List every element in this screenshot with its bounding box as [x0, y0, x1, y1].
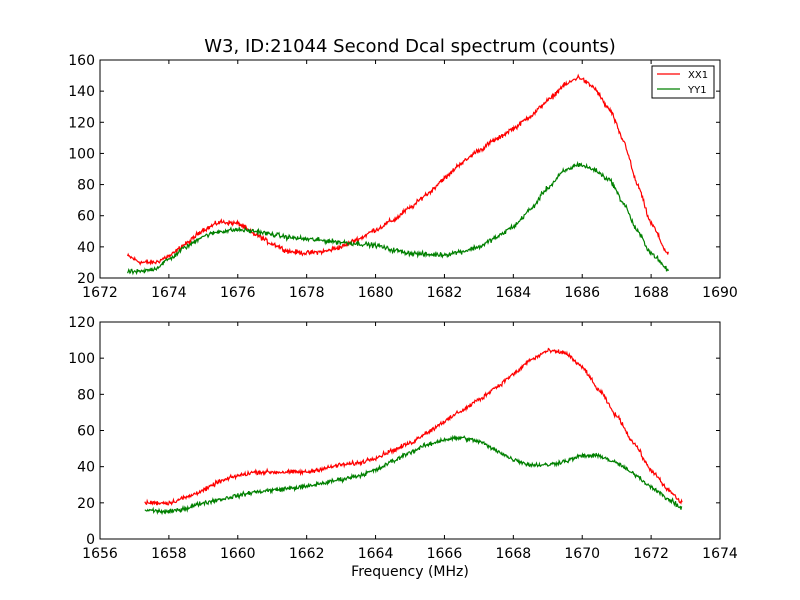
bottom-x-tick-label: 1656: [82, 546, 118, 562]
top-spectrum-plot: 1672 1674 1676 1678 1680 1682 1684 1686 1688 1690…: [68, 53, 738, 301]
x-axis-label: Frequency (MHz): [351, 564, 469, 580]
top-x-tick-label: 1680: [358, 285, 394, 301]
top-x-tick-label: 1678: [289, 285, 325, 301]
bottom-x-tick-label: 1664: [358, 546, 394, 562]
bottom-y-tick-label: 80: [77, 387, 95, 403]
top-y-tick-label: 160: [68, 53, 95, 69]
bottom-series-line-red: [144, 347, 683, 506]
bottom-y-tick-label: 60: [77, 424, 95, 440]
legend-label-yy1: YY1: [687, 85, 707, 96]
bottom-x-tick-label: 1658: [151, 546, 187, 562]
bottom-axis-ticks: 1656 1658 1660 1662 1664 1666 1668 1670 1672 1674…: [68, 315, 738, 562]
top-x-tick-label: 1686: [564, 285, 600, 301]
bottom-x-tick-label: 1672: [633, 546, 669, 562]
bottom-spectrum-plot: 1656 1658 1660 1662 1664 1666 1668 1670 1672 1674…: [68, 315, 738, 562]
chart-title: W3, ID:21044 Second Dcal spectrum (count…: [204, 36, 616, 57]
top-x-tick-label: 1672: [82, 285, 118, 301]
bottom-x-tick-label: 1668: [496, 546, 532, 562]
top-x-tick-label: 1690: [702, 285, 738, 301]
bottom-series-lines: [144, 347, 683, 516]
bottom-y-tick-label: 120: [68, 315, 95, 331]
top-series-lines: [126, 73, 669, 276]
top-series-line-yy1: [127, 160, 669, 276]
legend-box: [651, 65, 715, 99]
top-x-tick-label: 1682: [427, 285, 463, 301]
top-x-tick-label: 1676: [220, 285, 256, 301]
top-series-line-xx1: [126, 73, 669, 266]
legend: XX1 YY1: [651, 65, 715, 99]
top-y-tick-label: 120: [68, 115, 95, 131]
bottom-x-tick-label: 1662: [289, 546, 325, 562]
bottom-x-tick-label: 1660: [220, 546, 256, 562]
bottom-y-tick-label: 0: [86, 532, 95, 548]
bottom-series-line-green: [144, 434, 683, 516]
bottom-y-tick-label: 100: [68, 351, 95, 367]
legend-label-xx1: XX1: [688, 70, 708, 81]
top-y-tick-label: 140: [68, 84, 95, 100]
top-x-tick-label: 1684: [496, 285, 532, 301]
bottom-x-tick-label: 1670: [564, 546, 600, 562]
bottom-x-tick-label: 1666: [427, 546, 463, 562]
bottom-y-tick-label: 40: [77, 460, 95, 476]
top-plot-frame: [99, 59, 721, 279]
top-y-tick-label: 60: [77, 209, 95, 225]
bottom-x-tick-label: 1674: [702, 546, 738, 562]
bottom-y-tick-label: 20: [77, 496, 95, 512]
top-y-tick-label: 80: [77, 178, 95, 194]
top-y-tick-label: 20: [77, 271, 95, 287]
top-y-tick-label: 40: [77, 240, 95, 256]
top-y-tick-label: 100: [68, 146, 95, 162]
top-x-tick-label: 1688: [633, 285, 669, 301]
top-x-tick-label: 1674: [151, 285, 187, 301]
top-axis-ticks: 1672 1674 1676 1678 1680 1682 1684 1686 1688 1690…: [68, 53, 738, 301]
